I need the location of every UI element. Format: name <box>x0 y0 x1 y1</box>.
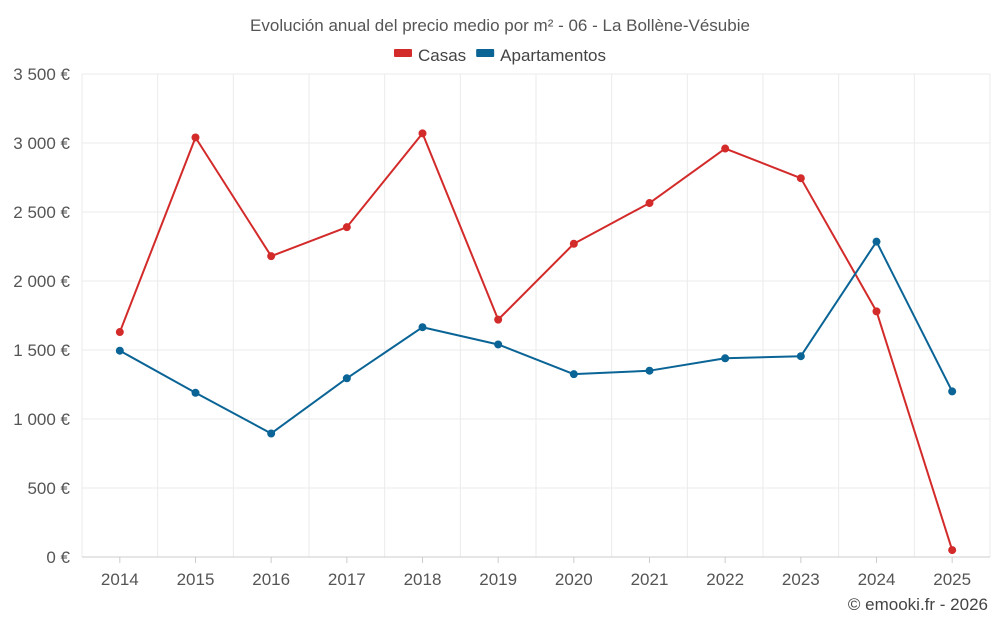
legend: Casas Apartamentos <box>393 46 606 65</box>
series-group <box>115 129 957 555</box>
data-point-casas[interactable] <box>494 315 503 324</box>
legend-swatch <box>393 49 412 57</box>
data-point-apartamentos[interactable] <box>569 370 578 379</box>
data-point-apartamentos[interactable] <box>418 323 427 332</box>
x-tick-label: 2014 <box>101 570 139 589</box>
data-point-casas[interactable] <box>948 546 957 555</box>
data-point-apartamentos[interactable] <box>948 387 957 396</box>
y-tick-label: 2 000 € <box>13 272 70 291</box>
data-point-apartamentos[interactable] <box>494 340 503 349</box>
y-axis: 0 € 500 € 1 000 € 1 500 € 2 000 € 2 500 € 3 00… <box>13 65 70 567</box>
y-tick-label: 1 000 € <box>13 410 70 429</box>
legend-swatch <box>476 49 495 57</box>
data-point-apartamentos[interactable] <box>342 374 351 383</box>
x-tick-label: 2020 <box>555 570 593 589</box>
chart-title: Evolución anual del precio medio por m² … <box>250 16 750 35</box>
legend-item-casas[interactable]: Casas <box>393 46 466 65</box>
data-point-casas[interactable] <box>872 307 881 316</box>
x-tick-label: 2024 <box>858 570 896 589</box>
x-tick-label: 2022 <box>706 570 744 589</box>
data-point-casas[interactable] <box>191 133 200 142</box>
y-tick-label: 3 000 € <box>13 134 70 153</box>
data-point-apartamentos[interactable] <box>115 346 124 355</box>
legend-item-apartamentos[interactable]: Apartamentos <box>476 46 606 65</box>
data-point-casas[interactable] <box>267 252 276 261</box>
x-tick-label: 2025 <box>933 570 971 589</box>
data-point-apartamentos[interactable] <box>191 388 200 397</box>
data-point-apartamentos[interactable] <box>721 354 730 363</box>
x-tick-label: 2019 <box>479 570 517 589</box>
x-tick-label: 2018 <box>404 570 442 589</box>
x-tick-label: 2016 <box>252 570 290 589</box>
data-point-casas[interactable] <box>796 174 805 183</box>
credit-text: © emooki.fr - 2026 <box>848 595 988 614</box>
data-point-casas[interactable] <box>342 223 351 232</box>
data-point-casas[interactable] <box>569 239 578 248</box>
x-tick-label: 2021 <box>631 570 669 589</box>
data-point-casas[interactable] <box>418 129 427 138</box>
grid <box>81 73 991 558</box>
series-line-casas <box>118 132 954 551</box>
x-tick-label: 2015 <box>177 570 215 589</box>
y-tick-label: 0 € <box>46 548 70 567</box>
data-point-apartamentos[interactable] <box>267 429 276 438</box>
data-point-casas[interactable] <box>115 328 124 337</box>
data-point-apartamentos[interactable] <box>645 366 654 375</box>
x-axis: 2014 2015 2016 2017 2018 2019 2020 2021 2022 2023… <box>82 556 990 589</box>
data-point-apartamentos[interactable] <box>872 237 881 246</box>
data-point-apartamentos[interactable] <box>796 352 805 361</box>
y-tick-label: 3 500 € <box>13 65 70 84</box>
y-tick-label: 500 € <box>27 479 70 498</box>
data-point-casas[interactable] <box>721 144 730 153</box>
y-tick-label: 1 500 € <box>13 341 70 360</box>
legend-label: Casas <box>418 46 466 65</box>
legend-label: Apartamentos <box>500 46 606 65</box>
x-tick-label: 2023 <box>782 570 820 589</box>
y-tick-label: 2 500 € <box>13 203 70 222</box>
series-line-apartamentos <box>119 240 954 435</box>
x-tick-label: 2017 <box>328 570 366 589</box>
data-point-casas[interactable] <box>645 199 654 208</box>
